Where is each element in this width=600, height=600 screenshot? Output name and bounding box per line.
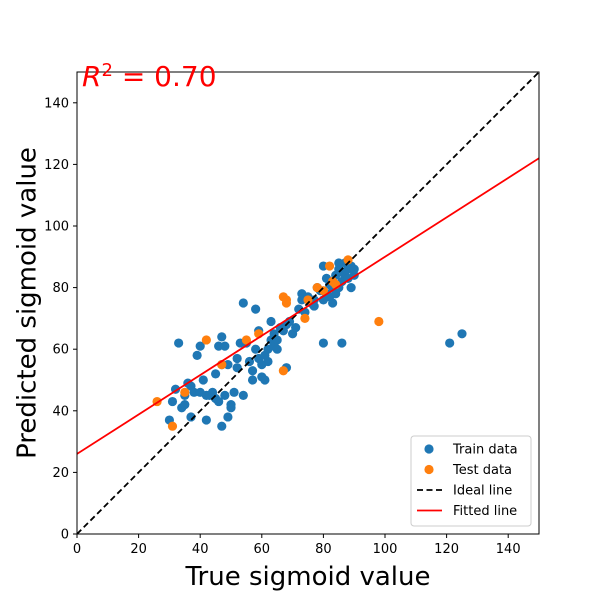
axes: 0 20 40 60 80 100 120 140 0 20 40 60 80 100 120 140	[44, 71, 540, 557]
y-tick-label: 80	[52, 281, 69, 296]
legend-marker-test-data	[424, 464, 434, 475]
test-data-point	[324, 261, 335, 271]
train-data-point	[337, 338, 347, 348]
r-squared-value: = 0.70	[113, 60, 217, 93]
test-data-point	[300, 313, 310, 323]
train-data-point	[272, 335, 282, 345]
train-data-point	[247, 375, 258, 385]
train-data-point	[214, 396, 224, 407]
train-data-point	[217, 421, 227, 431]
fitted-line	[77, 157, 539, 455]
train-data-point	[291, 323, 301, 333]
legend-box	[410, 435, 532, 527]
train-data-point	[349, 264, 359, 274]
train-data-point	[266, 316, 276, 327]
legend-marker-train-data	[424, 444, 434, 454]
ideal-line	[77, 72, 539, 534]
test-data-point	[374, 316, 384, 327]
y-tick-label: 0	[61, 528, 69, 543]
r-squared-annotation: R2 = 0.70	[82, 60, 217, 94]
test-data-point	[167, 421, 178, 431]
x-tick-label: 140	[496, 542, 521, 557]
test-data-point	[278, 366, 288, 376]
train-data-point	[217, 332, 227, 342]
x-axis-label: True sigmoid value	[184, 562, 430, 592]
x-tick-label: 20	[130, 542, 147, 557]
x-tick-label: 40	[192, 542, 209, 557]
test-data-point	[343, 255, 353, 265]
train-data-point	[201, 415, 211, 425]
train-data-point	[238, 298, 248, 308]
x-tick-label: 60	[254, 542, 271, 557]
axes-frame	[76, 71, 540, 535]
train-data-point	[272, 344, 282, 354]
x-tick-label: 120	[434, 542, 459, 557]
legend-label-train-data: Train data	[452, 443, 518, 458]
train-data-point	[318, 338, 328, 348]
train-data-point	[457, 329, 467, 339]
train-data-point	[174, 338, 184, 348]
train-data-point	[346, 283, 356, 293]
train-data-point	[260, 375, 270, 385]
train-data-point	[226, 403, 236, 413]
train-data-point	[229, 387, 239, 397]
plot-area	[77, 72, 539, 534]
test-data-point	[303, 295, 313, 305]
y-tick-label: 40	[52, 404, 69, 419]
train-data-point	[223, 412, 233, 422]
y-axis-label: Predicted sigmoid value	[13, 147, 43, 459]
r-squared-superscript: 2	[101, 60, 112, 81]
train-data-point	[180, 400, 190, 410]
train-data-point	[334, 258, 344, 268]
train-data-point	[192, 350, 202, 360]
x-tick-label: 100	[373, 542, 398, 557]
train-data-point	[220, 390, 230, 400]
test-data-point	[281, 298, 292, 308]
test-data-point	[241, 335, 251, 345]
y-tick-label: 120	[44, 158, 69, 173]
train-data-point	[232, 353, 242, 364]
x-tick-label: 80	[315, 542, 332, 557]
y-tick-label: 100	[44, 220, 69, 235]
train-data-point	[211, 369, 221, 379]
train-data-point	[328, 298, 338, 308]
r-squared-symbol: R	[82, 60, 101, 93]
train-data-point	[232, 363, 242, 373]
legend-label-fitted-line: Fitted line	[453, 504, 517, 519]
legend: Train data Test data Ideal line Fitted line	[410, 435, 532, 527]
train-data-point	[445, 338, 455, 348]
train-data-point	[186, 412, 196, 422]
train-data-point	[220, 341, 230, 351]
y-tick-label: 140	[44, 96, 69, 111]
x-tick-label: 0	[73, 542, 81, 557]
train-data-point	[263, 356, 273, 367]
test-data-point	[318, 286, 328, 296]
train-data-point	[198, 375, 208, 385]
legend-label-ideal-line: Ideal line	[453, 484, 512, 499]
train-data-point	[251, 344, 261, 354]
train-data-point	[167, 396, 178, 407]
test-data-point	[180, 387, 190, 397]
train-data-point	[238, 390, 248, 400]
train-data-point	[247, 366, 258, 376]
y-tick-label: 20	[52, 466, 69, 481]
train-data-point	[195, 341, 205, 351]
y-tick-label: 60	[52, 343, 69, 358]
legend-label-test-data: Test data	[452, 463, 512, 478]
test-data-point	[201, 335, 211, 345]
train-data-point	[251, 304, 261, 314]
